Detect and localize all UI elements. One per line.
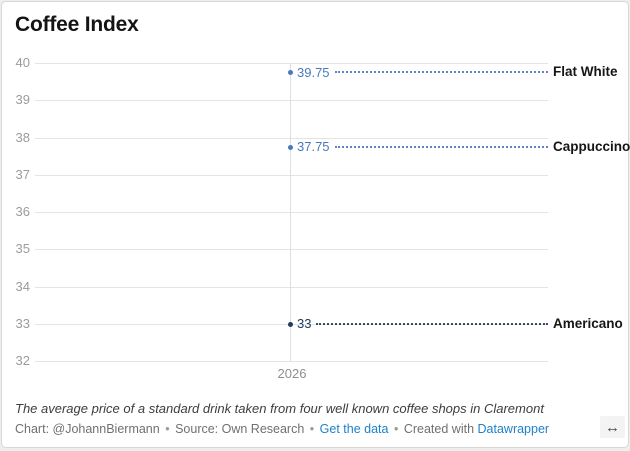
datawrapper-link[interactable]: Datawrapper xyxy=(477,422,550,436)
left-right-arrow-icon: ↔ xyxy=(605,418,620,436)
created-with-text: Created with xyxy=(403,422,475,436)
value-leader-row: 37.75 xyxy=(297,139,548,155)
byline-separator: • xyxy=(393,422,399,436)
y-axis-tick-label: 32 xyxy=(15,353,30,368)
y-axis-tick-label: 33 xyxy=(15,315,30,331)
value-leader-row: 39.75 xyxy=(297,64,548,80)
dotted-leader-line xyxy=(334,71,548,74)
series-label: Cappuccino xyxy=(553,138,630,154)
y-axis-tick-label: 35 xyxy=(15,241,30,257)
series-label: Flat White xyxy=(553,64,618,80)
y-gridline xyxy=(35,361,548,362)
dotted-leader-line xyxy=(334,145,548,148)
y-axis-tick-label: 40 xyxy=(15,55,30,70)
dotted-leader-line xyxy=(316,322,548,325)
y-axis-tick-label: 37 xyxy=(15,166,30,182)
chart-notes: The average price of a standard drink ta… xyxy=(15,401,544,416)
value-leader-row: 33 xyxy=(297,316,548,332)
value-label: 39.75 xyxy=(297,64,330,80)
series-label: Americano xyxy=(553,315,623,331)
source-text: Source: Own Research xyxy=(175,422,305,436)
x-axis-tick-label: 2026 xyxy=(277,366,307,381)
y-gridline xyxy=(35,174,548,176)
value-label: 37.75 xyxy=(297,139,330,155)
x-gridline xyxy=(290,63,291,361)
data-point-dot xyxy=(288,70,293,76)
data-point-dot xyxy=(288,321,293,327)
y-axis-tick-label: 34 xyxy=(15,278,30,294)
y-gridline xyxy=(35,212,548,213)
get-the-data-link[interactable]: Get the data xyxy=(319,422,389,436)
chart-credit: Chart: @JohannBiermann xyxy=(15,422,160,436)
byline-separator: • xyxy=(165,422,170,436)
resize-handle-icon[interactable]: ↔ xyxy=(600,416,625,438)
chart-byline: Chart: @JohannBiermann • Source: Own Res… xyxy=(15,422,585,436)
data-point-dot xyxy=(288,144,293,150)
y-axis-tick-label: 38 xyxy=(15,129,30,145)
y-gridline xyxy=(35,249,548,251)
chart-title: Coffee Index xyxy=(15,13,139,36)
y-axis-tick-label: 36 xyxy=(15,204,30,219)
y-gridline xyxy=(35,100,548,102)
y-gridline xyxy=(35,137,548,139)
value-label: 33 xyxy=(297,316,312,332)
byline-separator: • xyxy=(309,422,315,436)
y-axis-tick-label: 39 xyxy=(15,92,30,108)
y-gridline xyxy=(35,286,548,288)
y-gridline xyxy=(35,63,548,64)
